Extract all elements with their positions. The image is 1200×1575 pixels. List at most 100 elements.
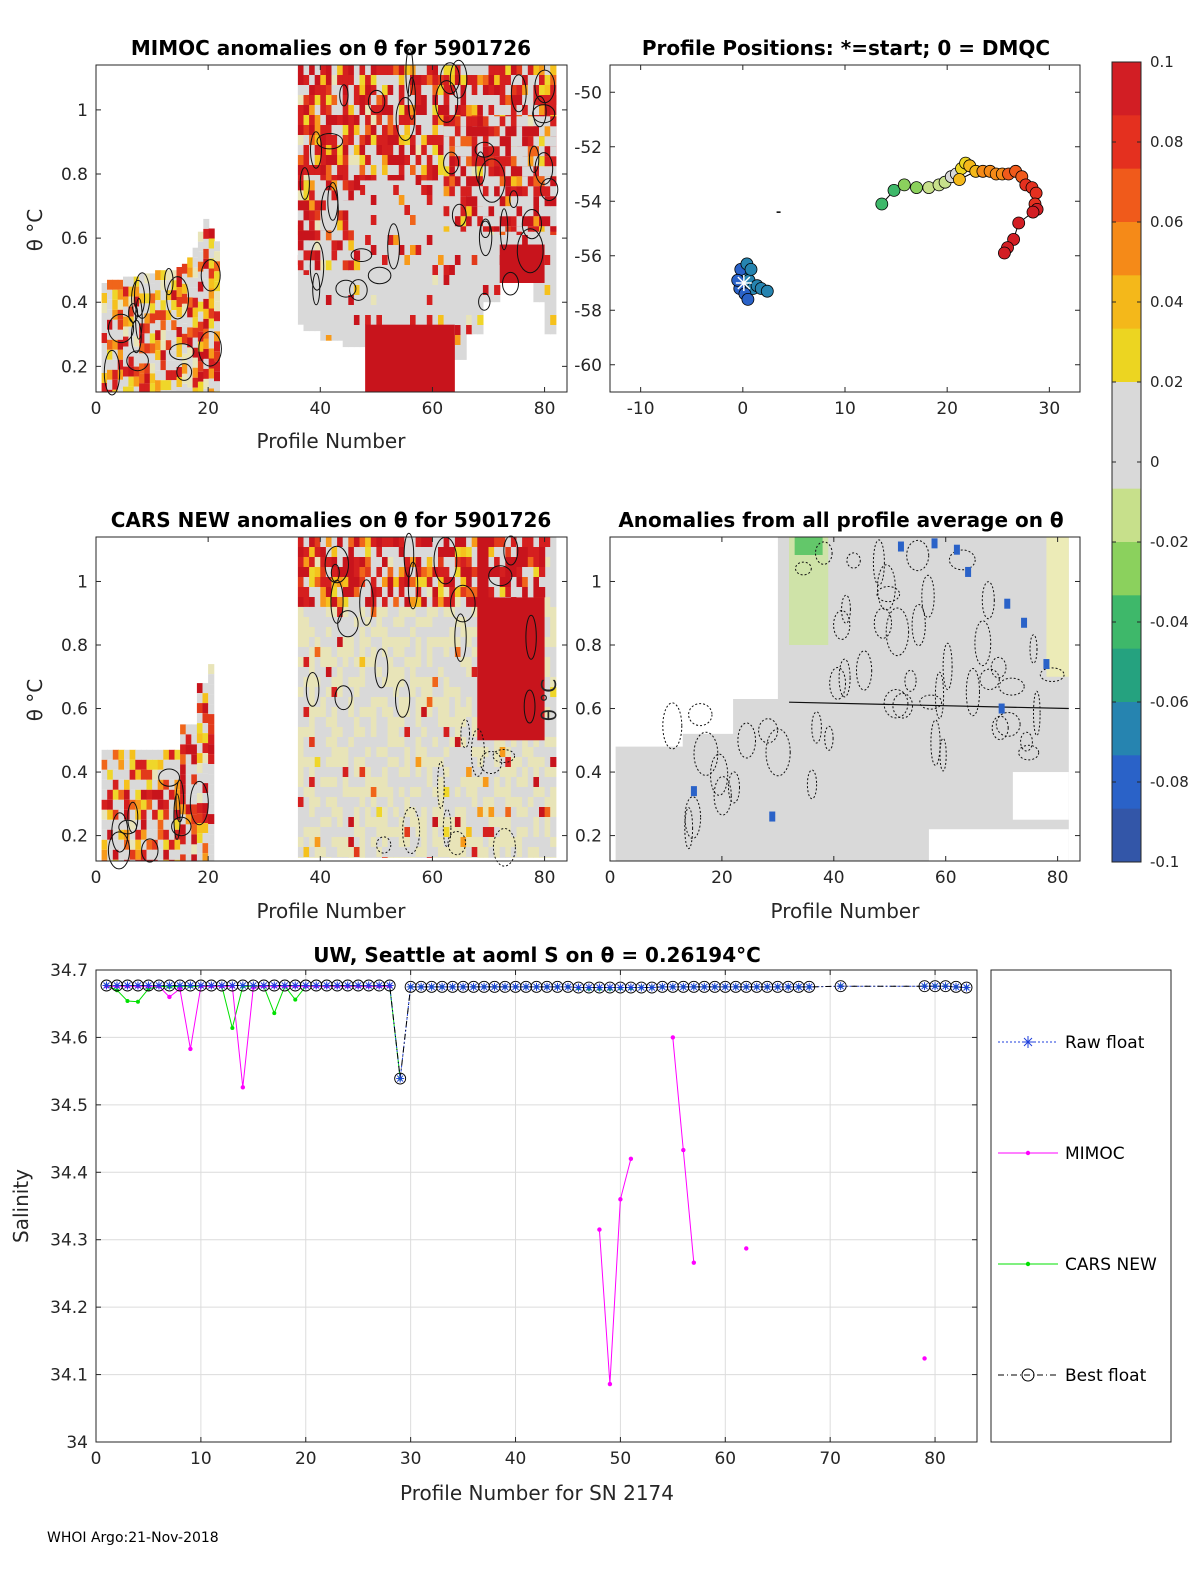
anomaly-cell: [325, 85, 333, 95]
anomaly-cell: [544, 65, 551, 75]
anomaly-cell: [370, 135, 377, 145]
cars-axes-box: [95, 536, 568, 862]
anomaly-cell: [348, 567, 355, 577]
anomaly-cell: [365, 637, 372, 647]
anomaly-cell: [438, 265, 445, 275]
anomaly-cell: [421, 737, 428, 747]
anomaly-cell: [454, 647, 462, 657]
anomaly-cell: [353, 345, 361, 348]
anomaly-cell: [187, 357, 194, 368]
anomaly-cell: [477, 265, 484, 275]
anomaly-cell: [123, 316, 129, 327]
anomaly-cell: [342, 285, 349, 295]
anomaly-cell: [533, 767, 540, 777]
anomaly-cell: [382, 145, 389, 155]
anomaly-cell: [353, 95, 361, 105]
anomaly-cell: [522, 186, 529, 197]
anomaly-cell: [101, 293, 108, 303]
anomaly-cell: [410, 767, 417, 777]
anomaly-cell: [527, 176, 534, 187]
anomaly-cell: [387, 847, 394, 857]
anomaly-cell: [309, 180, 316, 191]
negative-cell: [690, 786, 697, 797]
anomaly-cell: [163, 809, 170, 820]
anomaly-cell: [353, 180, 361, 191]
anomaly-cell: [320, 587, 327, 597]
anomaly-cell: [393, 587, 400, 597]
anomaly-cell: [393, 757, 400, 767]
anomaly-cell: [527, 235, 534, 245]
anomaly-cell: [499, 567, 506, 577]
contour-line: [111, 812, 129, 853]
contour-line: [1039, 667, 1065, 683]
anomaly-cell: [477, 196, 484, 207]
anomaly-cell: [325, 275, 333, 285]
anomaly-cell: [309, 647, 316, 657]
anomaly-cell: [404, 597, 411, 607]
anomaly-cell: [454, 697, 462, 707]
anomaly-cell: [499, 547, 506, 557]
anomaly-cell: [314, 95, 321, 105]
anomaly-cell: [203, 358, 210, 369]
anomaly-cell: [144, 283, 151, 294]
anomaly-cell: [494, 295, 501, 303]
anomaly-cell: [454, 315, 462, 325]
anomaly-cell: [443, 747, 450, 757]
anomaly-cell: [443, 105, 450, 115]
anomaly-cell: [297, 190, 305, 201]
positions-title: Profile Positions: *=start; 0 = DMQC: [642, 36, 1050, 60]
anomaly-cell: [527, 136, 534, 147]
anomaly-cell: [202, 833, 209, 844]
anomaly-cell: [460, 637, 467, 647]
anomaly-cell: [387, 135, 394, 145]
y-tick-label: -60: [574, 356, 602, 376]
anomaly-cell: [331, 777, 338, 787]
anomaly-cell: [510, 146, 518, 157]
anomaly-cell: [180, 774, 187, 785]
anomaly-cell: [157, 839, 164, 850]
anomaly-cell: [135, 789, 142, 800]
contour-line: [337, 610, 359, 638]
anomaly-cell: [494, 747, 501, 757]
anomaly-cell: [527, 126, 534, 137]
anomaly-cell: [303, 230, 310, 241]
anomaly-cell: [165, 310, 172, 321]
anomaly-cell: [404, 315, 411, 325]
anomaly-cell: [309, 667, 316, 677]
anomaly-cell: [348, 767, 355, 777]
anomaly-cell: [443, 186, 450, 197]
anomaly-cell: [376, 285, 383, 295]
anomaly-cell: [443, 216, 450, 227]
anomaly-cell: [382, 677, 389, 687]
anomaly-cell: [303, 727, 310, 737]
anomaly-cell: [421, 837, 428, 847]
anomaly-cell: [527, 156, 534, 167]
anomaly-cell: [320, 737, 327, 747]
anomaly-cell: [342, 325, 349, 335]
anomaly-cell: [398, 707, 405, 717]
anomaly-cell: [382, 537, 389, 547]
anomaly-cell: [471, 226, 478, 232]
anomaly-cell: [342, 587, 349, 597]
anomaly-cell: [516, 547, 523, 557]
anomaly-cell: [426, 195, 433, 205]
anomaly-cell: [320, 577, 327, 587]
anomaly-cell: [443, 65, 450, 75]
anomaly-cell: [370, 747, 377, 757]
anomaly-cell: [533, 787, 540, 797]
anomaly-cell: [117, 319, 124, 330]
anomaly-cell: [522, 567, 529, 577]
average-ylabel: θ °C: [537, 679, 561, 722]
colorbar-tick-label: 0.08: [1150, 133, 1183, 151]
anomaly-cell: [342, 637, 349, 647]
anomaly-cell: [527, 587, 534, 597]
contour-line: [107, 313, 135, 344]
anomaly-cell: [522, 757, 529, 767]
anomaly-cell: [303, 717, 310, 727]
anomaly-cell: [192, 267, 199, 278]
x-tick-label: 80: [534, 399, 556, 419]
anomaly-cell: [454, 216, 462, 227]
anomaly-cell: [404, 285, 411, 295]
anomaly-cell: [398, 737, 405, 747]
anomaly-cell: [510, 807, 518, 817]
